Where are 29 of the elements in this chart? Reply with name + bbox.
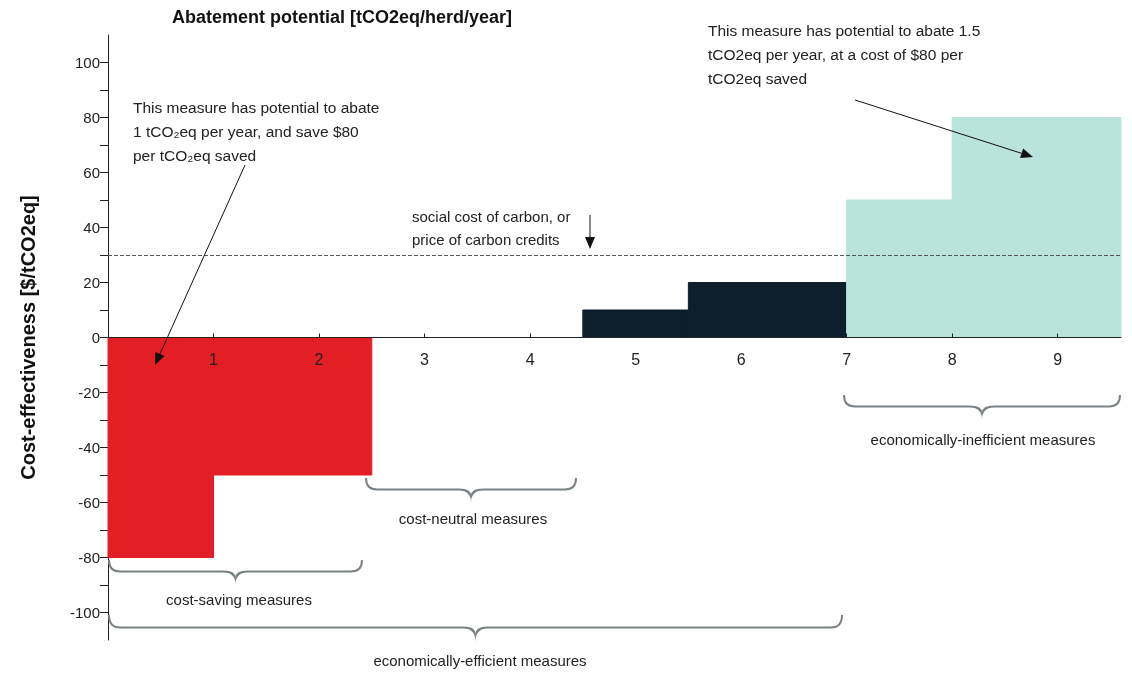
x-tick-label: 5 (631, 351, 641, 368)
text: economically-efficient measures (373, 652, 587, 669)
x-axis-title: Abatement potential [tCO2eq/herd/year] (172, 7, 513, 27)
y-tick-label: -20 (78, 384, 100, 401)
y-tick-label: -80 (78, 549, 100, 566)
annotation: cost-neutral measures (398, 510, 548, 527)
y-axis-title: Cost-effectiveness [$/tCO2eq] (17, 195, 39, 480)
ref-line-label: social cost of carbon, or price of carbon credits (412, 208, 571, 248)
y-tick-label: -40 (78, 439, 100, 456)
annotation: cost-saving measures (166, 591, 312, 608)
annotation: This measure has potential to abate 1.5 tCO2eq per year, at a cost of $80 per tCO2eq saved (708, 21, 985, 87)
y-tick-label: 100 (74, 54, 100, 71)
y-tick-label: 60 (83, 164, 100, 181)
y-tick-label: 0 (91, 329, 100, 346)
x-tick-label: 6 (736, 351, 746, 368)
y-tick-label: -100 (69, 604, 100, 621)
y-tick-label: -60 (78, 494, 100, 511)
y-tick-label: 40 (83, 219, 100, 236)
x-tick-label: 1 (209, 351, 219, 368)
x-tick-label: 3 (420, 351, 430, 368)
x-tick-label: 9 (1053, 351, 1063, 368)
y-tick-label: 20 (83, 274, 100, 291)
annotation: This measure has potential to abate 1 tCO₂eq per year, and save $80 per tCO₂eq saved (133, 98, 384, 164)
x-tick-label: 8 (947, 351, 957, 368)
x-tick-label: 7 (842, 351, 852, 368)
x-tick-label: 2 (314, 351, 324, 368)
y-tick-label: 80 (83, 109, 100, 126)
x-tick-label: 4 (525, 351, 535, 368)
annotation: economically-inefficient measures (870, 431, 1096, 448)
